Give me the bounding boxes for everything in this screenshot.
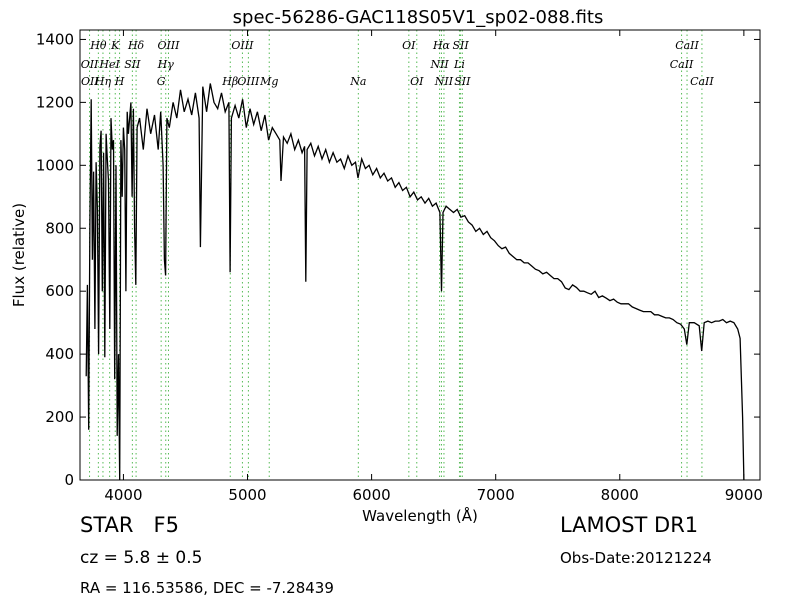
star-class-type: STAR xyxy=(80,513,134,537)
y-tick-label: 0 xyxy=(64,471,74,489)
x-tick-label: 5000 xyxy=(228,486,266,504)
x-tick-label: 6000 xyxy=(353,486,391,504)
y-tick-label: 600 xyxy=(45,282,74,300)
line-label: OIII xyxy=(237,75,260,88)
y-tick-label: 1000 xyxy=(36,156,74,174)
line-label: OIII xyxy=(231,39,254,52)
line-label: Hθ xyxy=(89,39,107,52)
x-tick-label: 9000 xyxy=(725,486,763,504)
y-tick-label: 400 xyxy=(45,345,74,363)
x-axis-label: Wavelength (Å) xyxy=(362,506,478,525)
axis-ticks: 4000 5000 6000 7000 8000 9000 0 200 400 600 800 100… xyxy=(36,30,763,504)
line-label: NII xyxy=(434,75,454,88)
y-tick-label: 1200 xyxy=(36,93,74,111)
star-subclass: F5 xyxy=(153,513,179,537)
line-label: Hγ xyxy=(157,58,175,71)
y-axis-label: Flux (relative) xyxy=(10,203,28,307)
redshift-text: cz = 5.8 ± 0.5 xyxy=(80,548,203,568)
line-label: OIII xyxy=(157,39,180,52)
line-label: HeI xyxy=(98,58,120,71)
line-label: OI xyxy=(410,75,424,88)
line-label: CaII xyxy=(670,58,694,71)
ra-dec-text: RA = 116.53586, DEC = -7.28439 xyxy=(80,579,334,597)
line-label: CaII xyxy=(690,75,714,88)
x-tick-label: 4000 xyxy=(104,486,142,504)
line-label: OII xyxy=(81,75,99,88)
line-label: H xyxy=(114,75,125,88)
line-label: Hη xyxy=(94,75,112,88)
line-label: SII xyxy=(452,39,469,52)
line-label: CaII xyxy=(675,39,699,52)
line-label: OI xyxy=(402,39,416,52)
line-label: SII xyxy=(124,58,141,71)
chart-title: spec-56286-GAC118S05V1_sp02-088.fits xyxy=(233,7,604,28)
line-label: G xyxy=(157,75,166,88)
survey-label: LAMOST DR1 xyxy=(560,513,699,537)
line-label: Li xyxy=(453,58,465,71)
y-tick-label: 1400 xyxy=(36,30,74,48)
spectrum-line xyxy=(85,83,745,481)
plot-frame xyxy=(79,29,761,481)
x-tick-label: 8000 xyxy=(601,486,639,504)
x-tick-label: 7000 xyxy=(477,486,515,504)
line-label: K xyxy=(110,39,120,52)
line-label: Hβ xyxy=(221,75,238,88)
line-label: Mg xyxy=(259,75,278,88)
y-tick-label: 200 xyxy=(45,408,74,426)
star-class: STAR F5 xyxy=(80,513,179,537)
y-tick-label: 800 xyxy=(45,219,74,237)
line-label: OII xyxy=(81,58,99,71)
line-label: NII xyxy=(429,58,449,71)
line-label: Hδ xyxy=(127,39,145,52)
line-label: Hα xyxy=(432,39,451,52)
line-label: SII xyxy=(454,75,471,88)
line-label: Na xyxy=(349,75,366,88)
obs-date: Obs-Date:20121224 xyxy=(560,549,712,567)
